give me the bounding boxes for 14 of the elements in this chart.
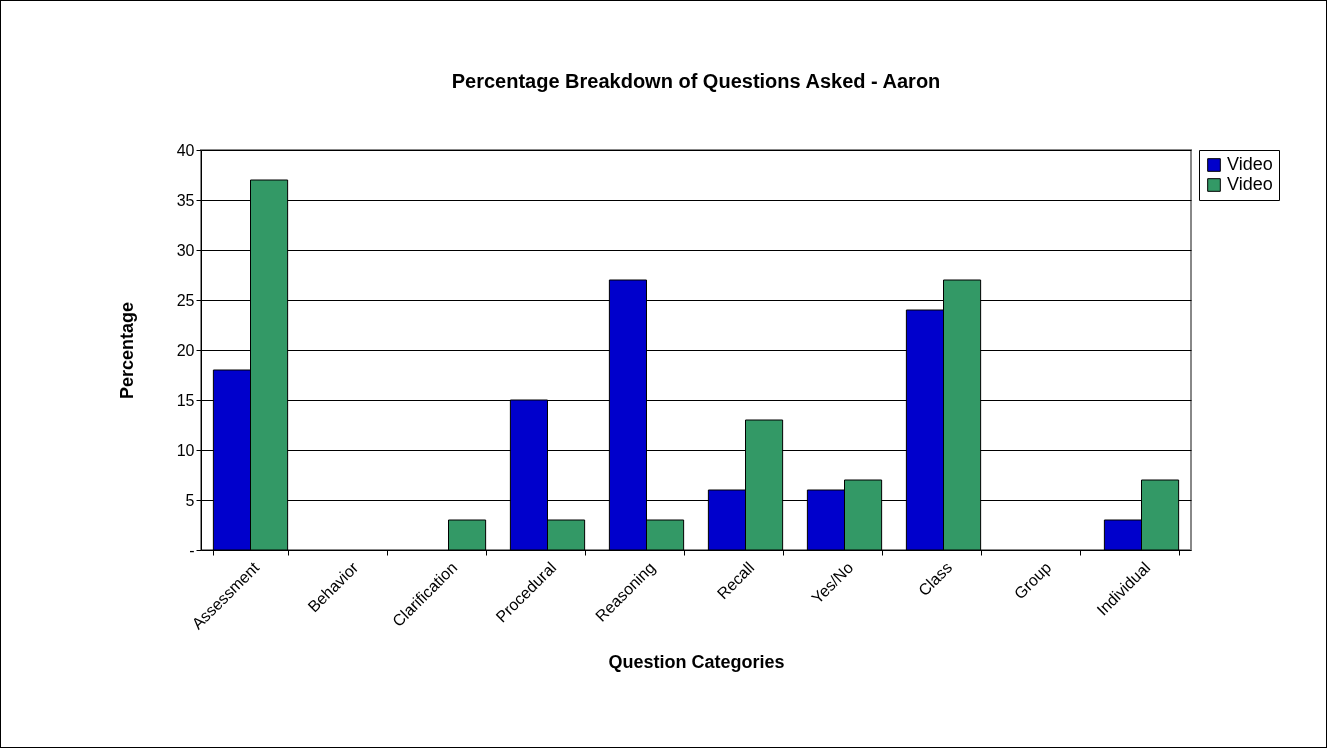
x-axis-title: Question Categories [608, 652, 785, 673]
y-tick-label: 25 [176, 291, 195, 309]
y-axis-title: Percentage [116, 301, 137, 400]
y-tick-label: 30 [176, 241, 195, 259]
y-tick-label: 35 [176, 191, 195, 209]
legend-label: Video [1227, 154, 1273, 174]
y-tick-label: 5 [185, 491, 195, 509]
chart-title: Percentage Breakdown of Questions Asked - Aaron [451, 70, 941, 92]
y-tick-label: 10 [176, 441, 195, 459]
y-tick-label: 40 [176, 141, 195, 159]
legend-label: Video [1227, 174, 1273, 194]
y-tick-label: - [189, 541, 195, 559]
y-tick-label: 20 [176, 341, 195, 359]
y-tick-label: 15 [176, 391, 195, 409]
